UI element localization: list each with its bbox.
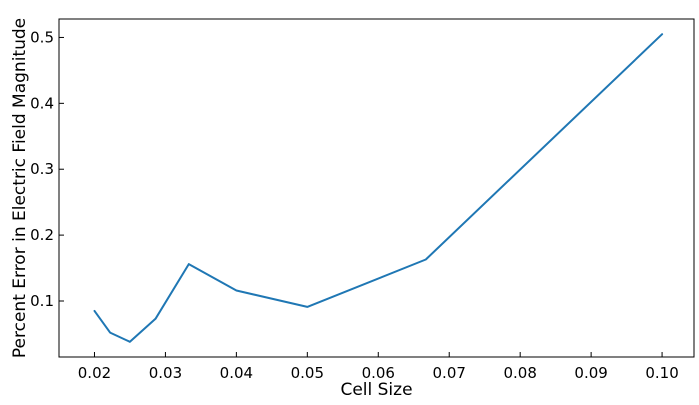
x-tick-label: 0.10 — [645, 364, 678, 382]
x-tick-label: 0.03 — [149, 364, 182, 382]
y-tick-label: 0.3 — [30, 160, 54, 178]
y-tick-label: 0.1 — [30, 292, 54, 310]
series-line — [93, 33, 664, 343]
x-tick-label: 0.02 — [78, 364, 111, 382]
x-tick-label: 0.04 — [220, 364, 253, 382]
series-layer — [93, 33, 664, 343]
y-axis-label: Percent Error in Electric Field Magnitud… — [10, 18, 30, 358]
y-tick-marks — [59, 36, 64, 302]
x-tick-label: 0.05 — [291, 364, 324, 382]
x-tick-labels: 0.02 0.03 0.04 0.05 0.06 0.07 0.08 0.09 0.10 — [78, 364, 679, 382]
y-tick-label: 0.5 — [30, 28, 54, 46]
y-tick-label: 0.4 — [30, 94, 54, 112]
x-tick-label: 0.08 — [503, 364, 536, 382]
x-tick-marks — [93, 352, 663, 357]
x-axis-label: Cell Size — [340, 380, 412, 400]
x-tick-label: 0.07 — [433, 364, 466, 382]
y-tick-labels: 0.1 0.2 0.3 0.4 0.5 — [30, 28, 54, 310]
y-tick-label: 0.2 — [30, 226, 54, 244]
plot-frame — [58, 18, 695, 358]
x-tick-label: 0.09 — [574, 364, 607, 382]
x-tick-label: 0.06 — [362, 364, 395, 382]
